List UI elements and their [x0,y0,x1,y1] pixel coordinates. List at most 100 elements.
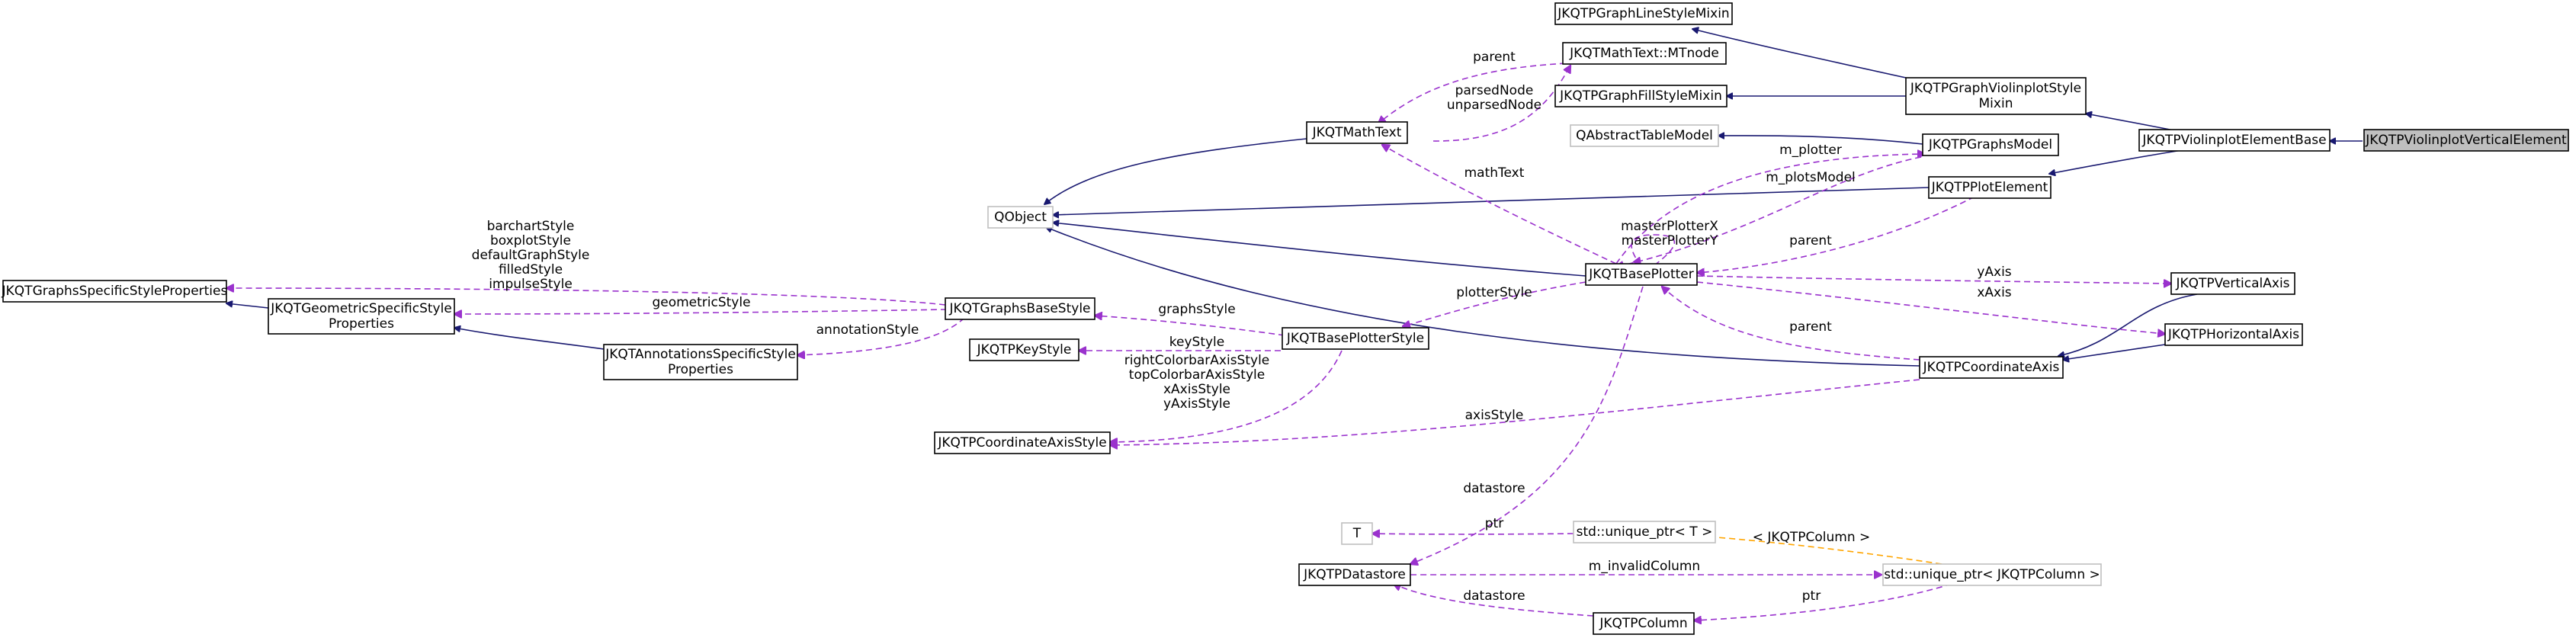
label-mathtext: mathText [1464,165,1525,181]
edge-yaxis [1696,275,2171,284]
node-box [268,298,455,335]
node-label: JKQTGeometricSpecificStyle [270,301,452,316]
class-node-specificstyleprops[interactable]: JKQTGraphsSpecificStyleProperties [2,280,228,303]
edge-axisstylelist [1110,350,1343,442]
label-datastore2: datastore [1463,588,1525,604]
node-box [2,280,227,303]
node-label: JKQTPCoordinateAxisStyle [937,435,1106,450]
edge-horizontalaxis-to-coordinateaxis [2063,344,2166,360]
class-node-column[interactable]: JKQTPColumn [1593,612,1695,635]
edge-coordinateaxis-to-qobject [1046,227,1920,367]
inheritance-edges [226,29,2363,367]
node-label: JKQTPGraphFillStyleMixin [1559,88,1722,104]
label-line: boxplotStyle [490,233,571,248]
class-node-unique-ptr-t[interactable]: std::unique_ptr< T > [1573,521,1716,543]
edge-m-plotter [1615,154,1925,264]
edge-mathtext-to-baseplotter [1382,145,1617,264]
edge-m-plotsmodel [1616,156,1922,267]
node-box [1593,612,1695,635]
node-label: JKQTPDatastore [1303,567,1406,582]
class-node-line-style-mixin[interactable]: JKQTPGraphLineStyleMixin [1554,2,1733,25]
class-node-qobject[interactable]: QObject [987,206,1054,229]
node-box [1573,521,1716,543]
label-plotterstyle: plotterStyle [1456,285,1532,300]
class-node-violin-base[interactable]: JKQTPViolinplotElementBase [2138,129,2331,152]
class-node-mtnode[interactable]: JKQTMathText::MTnode [1562,42,1727,65]
node-label: JKQTMathText::MTnode [1569,46,1719,61]
label-line: barchartStyle [487,219,575,234]
label-parent-axis: parent [1789,319,1832,335]
class-node-baseplotter[interactable]: JKQTBasePlotter [1585,263,1698,286]
node-box [2164,323,2303,346]
node-box [1562,42,1727,65]
class-node-fill-style-mixin[interactable]: JKQTPGraphFillStyleMixin [1554,85,1727,107]
class-node-graphsmodel[interactable]: JKQTPGraphsModel [1922,133,2059,156]
node-box [1922,133,2059,156]
label-axisstyle: axisStyle [1465,408,1524,423]
label-ptr-column: ptr [1802,588,1821,604]
node-box [1554,2,1733,25]
edge-plotelement-parent [1697,196,1975,273]
label-keystyle: keyStyle [1169,335,1224,350]
class-node-t-param[interactable]: T [1341,522,1373,545]
label-m-plotsmodel: m_plotsModel [1766,170,1856,185]
node-box [1905,77,2087,115]
node-label: JKQTGraphsBaseStyle [948,301,1090,316]
edge-plotelement-to-qobject [1053,187,1930,215]
edge-baseplotter-to-qobject [1053,223,1586,277]
label-parent-plotelement: parent [1789,233,1832,248]
class-node-violin-vertical[interactable]: JKQTPViolinplotVerticalElement [2363,129,2569,152]
label-line: yAxisStyle [1163,396,1230,412]
class-node-coordinateaxis[interactable]: JKQTPCoordinateAxis [1919,356,2064,379]
node-label: std::unique_ptr< T > [1577,524,1713,540]
class-node-mathtext[interactable]: JKQTMathText [1306,121,1408,144]
edge-verticalaxis-to-coordinateaxis [2058,293,2198,356]
class-node-baseplotterstyle[interactable]: JKQTBasePlotterStyle [1282,327,1429,350]
label-ptr-t: ptr [1485,516,1503,531]
node-box [1570,124,1719,147]
label-parsednode: parsedNode unparsedNode [1447,83,1541,113]
node-label: QObject [994,210,1047,225]
class-node-datastore[interactable]: JKQTPDatastore [1298,563,1411,586]
class-node-graphsbasestyle[interactable]: JKQTGraphsBaseStyle [945,297,1096,320]
node-label: JKQTPCoordinateAxis [1923,360,2060,375]
edge-datastore [1410,286,1644,564]
node-label: T [1352,526,1362,541]
class-node-horizontalaxis[interactable]: JKQTPHorizontalAxis [2164,323,2303,346]
label-line: impulseStyle [489,277,573,292]
edge-mtnode-parsed [1432,66,1570,142]
edge-mathtext-to-qobject [1044,138,1307,204]
edge-graphsmodel-to-qabstract [1718,136,1923,145]
node-box [1554,85,1727,107]
class-node-qabstracttablemodel[interactable]: QAbstractTableModel [1570,124,1719,147]
node-label: JKQTPGraphsModel [1928,137,2052,152]
label-xaxis: xAxis [1977,285,2011,300]
node-label: JKQTPGraphViolinplotStyle [1910,81,2081,96]
node-label: JKQTMathText [1312,125,1402,140]
node-box [934,431,1111,454]
class-node-coordinateaxisstyle[interactable]: JKQTPCoordinateAxisStyle [934,431,1111,454]
class-node-verticalaxis[interactable]: JKQTPVerticalAxis [2170,272,2295,295]
label-line: parsedNode [1455,83,1534,98]
label-geometricstyle: geometricStyle [652,295,750,310]
label-annotationstyle: annotationStyle [816,322,919,338]
class-node-keystyle[interactable]: JKQTPKeyStyle [969,338,1079,361]
node-box [969,338,1079,361]
label-line: topColorbarAxisStyle [1129,367,1265,383]
class-node-plotelement[interactable]: JKQTPPlotElement [1928,176,2051,199]
label-datastore: datastore [1463,481,1525,496]
class-node-unique-ptr-column[interactable]: std::unique_ptr< JKQTPColumn > [1882,563,2102,586]
node-box [1585,263,1698,286]
edge-master-plotter [1631,234,1676,265]
node-box [987,206,1054,229]
node-label: JKQTPPlotElement [1931,180,2048,195]
node-label: Properties [668,362,733,377]
edge-style-mixin-to-line-mixin [1692,29,1907,79]
label-line: unparsedNode [1447,98,1541,113]
edge-datastore2 [1394,584,1594,617]
node-label: JKQTBasePlotter [1588,267,1693,282]
